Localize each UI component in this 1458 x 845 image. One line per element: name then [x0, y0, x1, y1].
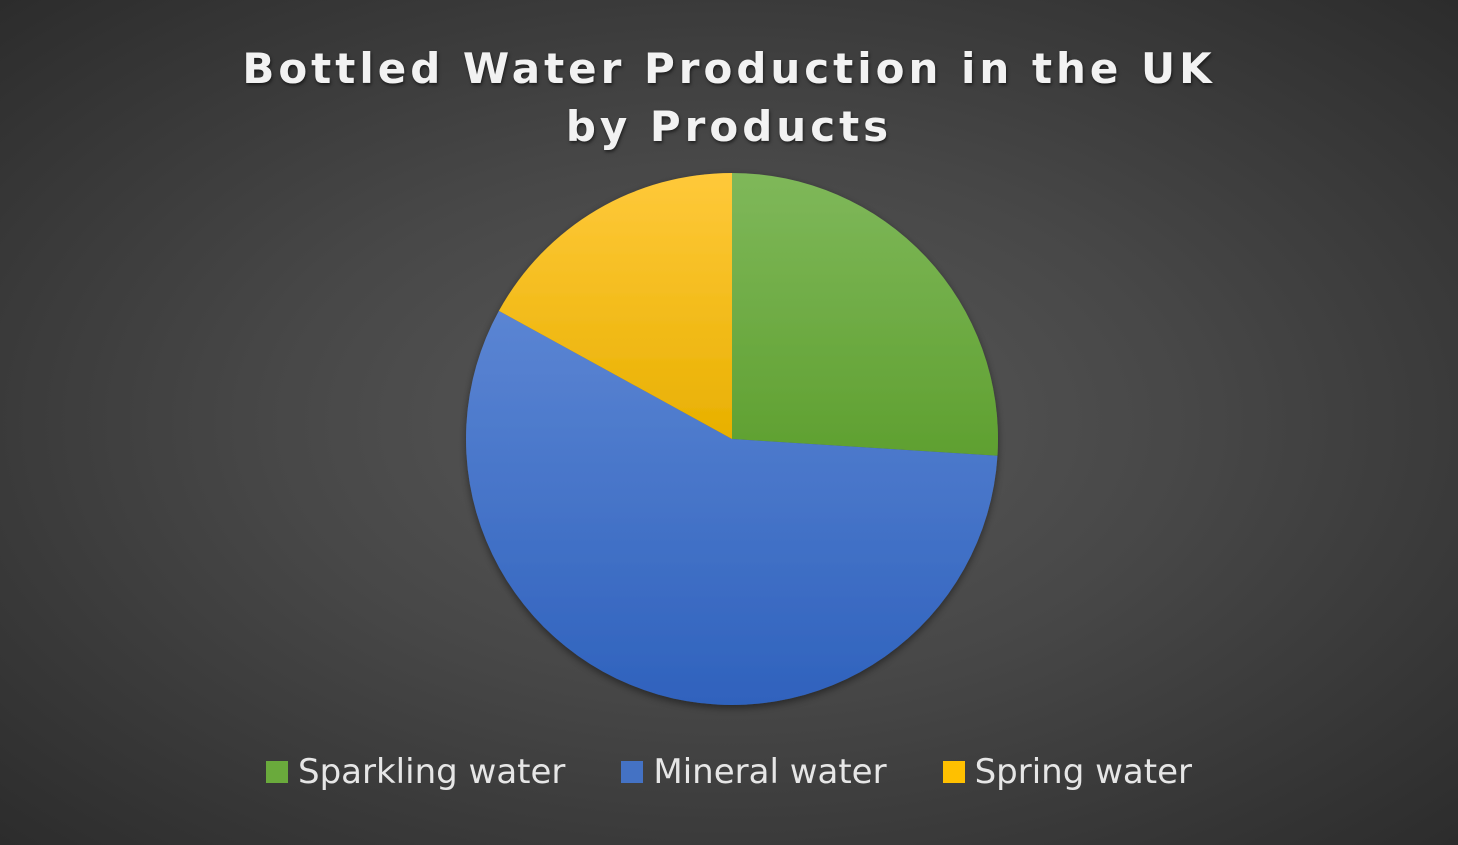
legend-swatch-sparkling-water — [266, 761, 289, 783]
pie-slice-mineral-water — [466, 310, 998, 706]
legend-item-mineral-water: Mineral water — [621, 752, 887, 792]
legend-label-mineral-water: Mineral water — [653, 752, 887, 792]
chart-legend: Sparkling water Mineral water Spring wat… — [0, 752, 1458, 792]
legend-swatch-spring-water — [942, 761, 965, 783]
legend-label-sparkling-water: Sparkling water — [298, 752, 566, 792]
chart-title: Bottled Water Production in the UK by Pr… — [0, 40, 1458, 156]
legend-label-spring-water: Spring water — [974, 752, 1192, 792]
pie-slice-sparkling-water — [732, 173, 998, 456]
pie-slice-spring-water — [498, 173, 732, 439]
legend-item-spring-water: Spring water — [942, 752, 1192, 792]
legend-swatch-mineral-water — [621, 761, 644, 783]
legend-item-sparkling-water: Sparkling water — [266, 752, 565, 792]
chart-title-text: Bottled Water Production in the UK by Pr… — [242, 44, 1216, 151]
